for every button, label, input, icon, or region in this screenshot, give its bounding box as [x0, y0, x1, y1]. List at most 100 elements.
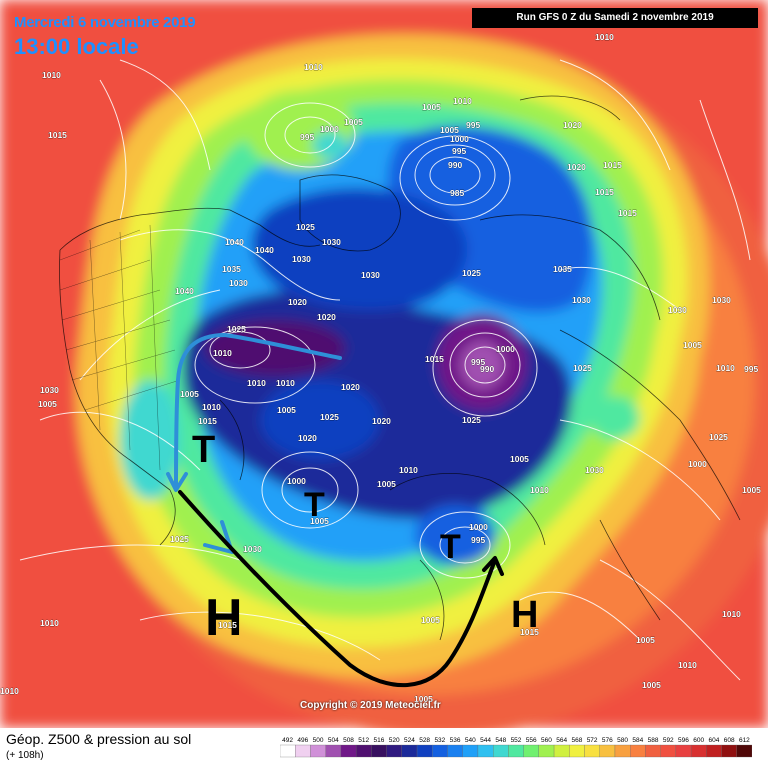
isobar-label: 1030	[243, 544, 262, 554]
isobar-label: 1030	[668, 305, 687, 315]
isobar-label: 995	[300, 132, 314, 142]
isobar-label: 1010	[213, 348, 232, 358]
isobar-label: 1010	[716, 363, 735, 373]
isobar-label: 1040	[225, 237, 244, 247]
scale-swatch	[462, 744, 479, 758]
isobar-label: 990	[448, 160, 462, 170]
scale-tick-label: 584	[632, 737, 643, 744]
scale-tick-label: 556	[526, 737, 537, 744]
isobar-label: 1005	[421, 615, 440, 625]
scale-tick-label: 592	[663, 737, 674, 744]
isobar-label: 995	[466, 120, 480, 130]
isobar-label: 995	[452, 146, 466, 156]
scale-tick-label: 572	[587, 737, 598, 744]
scale-swatch	[736, 744, 752, 758]
scale-tick-label: 520	[389, 737, 400, 744]
scale-tick-label: 580	[617, 737, 628, 744]
isobar-label: 1025	[170, 534, 189, 544]
scale-tick-label: 516	[374, 737, 385, 744]
scale-tick-label: 524	[404, 737, 415, 744]
map-title: Géop. Z500 & pression au sol	[6, 731, 192, 747]
isobar-label: 1020	[567, 162, 586, 172]
isobar-label: 1015	[48, 130, 67, 140]
model-run-label: Run GFS 0 Z du Samedi 2 novembre 2019	[472, 8, 758, 28]
isobar-label: 1000	[287, 476, 306, 486]
isobar-label: 1015	[425, 354, 444, 364]
isobar-label: 985	[450, 188, 464, 198]
scale-swatch	[416, 744, 433, 758]
isobar-label: 1015	[198, 416, 217, 426]
scale-tick-label: 608	[724, 737, 735, 744]
isobar-label: 1005	[414, 694, 433, 704]
scale-swatch	[493, 744, 509, 758]
isobar-label: 1015	[595, 187, 614, 197]
isobar-label: 1025	[227, 324, 246, 334]
scale-swatch	[721, 744, 737, 758]
trough-flow-arrow	[178, 490, 497, 687]
isobar-label: 1040	[175, 286, 194, 296]
jet-arrowhead-canada	[166, 472, 188, 492]
isobar-label: 1030	[361, 270, 380, 280]
analysis-arrows	[166, 333, 504, 687]
isobar-label: 1005	[377, 479, 396, 489]
isobar-label: 1005	[422, 102, 441, 112]
isobar-label: 1010	[304, 62, 323, 72]
isobar-label: 1010	[276, 378, 295, 388]
isobar-label: 1030	[712, 295, 731, 305]
isobar-label: 1030	[572, 295, 591, 305]
isobar-label: 1005	[510, 454, 529, 464]
isobar-label: 1015	[520, 627, 539, 637]
isobar-label: 1020	[317, 312, 336, 322]
pressure-symbols: H H T T T	[192, 429, 538, 647]
scale-swatch	[295, 744, 311, 758]
scale-swatch	[690, 744, 707, 758]
copyright-text: Copyright © 2019 Meteociel.fr	[300, 700, 441, 711]
low-pressure-t-europe: T	[440, 528, 461, 566]
forecast-date: Mercredi 6 novembre 2019	[14, 14, 196, 31]
trough-flow-arrowhead	[482, 556, 504, 576]
isobar-label: 1005	[310, 516, 329, 526]
isobar-label: 1035	[553, 264, 572, 274]
isobar-label: 1030	[322, 237, 341, 247]
isobar-label: 1010	[40, 618, 59, 628]
isobar-label: 1010	[453, 96, 472, 106]
isobar-label: 1030	[585, 465, 604, 475]
scale-swatch	[599, 744, 616, 758]
scale-tick-label: 492	[282, 737, 293, 744]
isobar-label: 1025	[320, 412, 339, 422]
scale-swatch	[645, 744, 661, 758]
isobar-label: 1000	[496, 344, 515, 354]
scale-tick-label: 552	[511, 737, 522, 744]
isobar-label: 1030	[229, 278, 248, 288]
scale-tick-label: 512	[358, 737, 369, 744]
scale-tick-label: 600	[693, 737, 704, 744]
isobar-label: 1000	[320, 124, 339, 134]
scale-tick-label: 536	[450, 737, 461, 744]
isobar-label: 1025	[462, 415, 481, 425]
isobar-label: 1035	[222, 264, 241, 274]
isobar-label: 1005	[180, 389, 199, 399]
isobar-label: 1010	[595, 32, 614, 42]
isobar-label: 1040	[255, 245, 274, 255]
isobar-label: 1020	[372, 416, 391, 426]
forecast-lead-time: (+ 108h)	[6, 750, 44, 761]
scale-swatch	[553, 744, 570, 758]
scale-swatch	[675, 744, 692, 758]
scale-tick-label: 564	[556, 737, 567, 744]
scale-tick-label: 588	[648, 737, 659, 744]
forecast-time: 13:00 locale	[14, 34, 139, 59]
high-pressure-h-east: H	[511, 594, 538, 636]
isobar-label: 1000	[469, 522, 488, 532]
scale-tick-label: 576	[602, 737, 613, 744]
isobar-label: 1015	[618, 208, 637, 218]
isobar-label: 1025	[462, 268, 481, 278]
isobar-label: 1005	[642, 680, 661, 690]
geopotential-fill	[0, 0, 768, 728]
scale-tick-label: 504	[328, 737, 339, 744]
low-pressure-t-canada: T	[192, 429, 215, 471]
scale-swatch	[660, 744, 677, 758]
isobar-label: 1025	[296, 222, 315, 232]
isobar-value-labels: 1010 1015 1010 1010 1005 995 1000 1005 1…	[0, 32, 761, 704]
scale-swatch	[401, 744, 418, 758]
admin-borders	[59, 224, 181, 471]
